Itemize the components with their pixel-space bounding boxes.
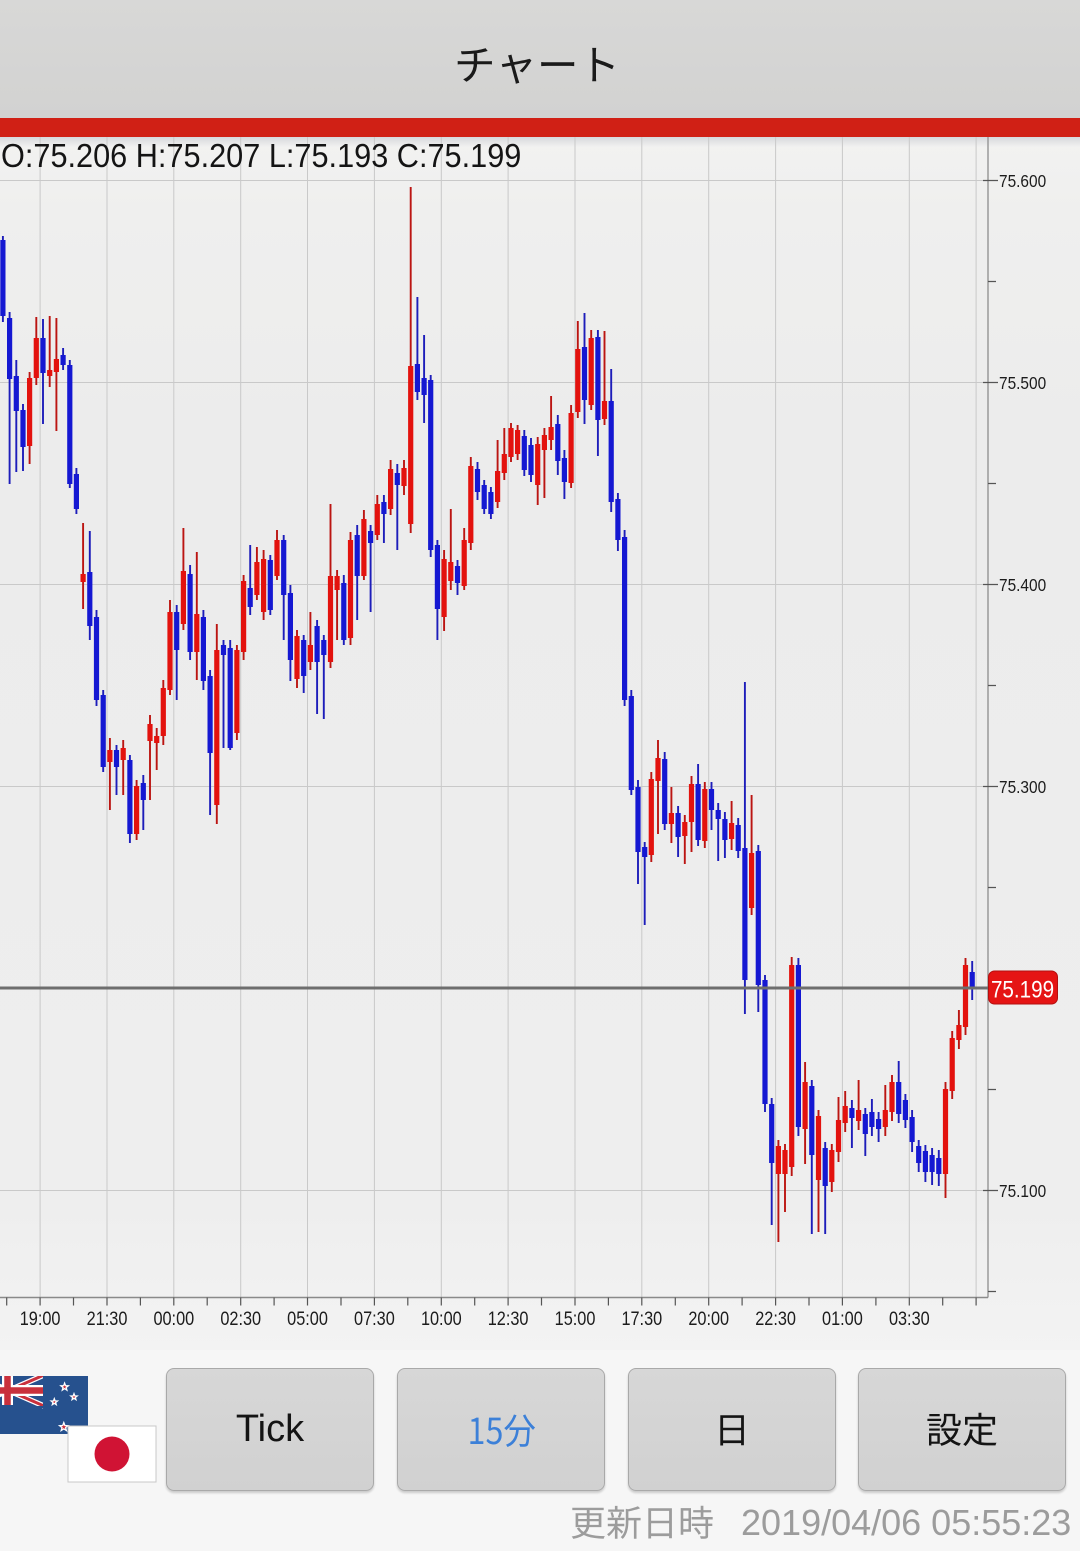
- svg-text:19:00: 19:00: [20, 1308, 61, 1329]
- svg-text:15:00: 15:00: [555, 1308, 596, 1329]
- svg-text:02:30: 02:30: [220, 1308, 261, 1329]
- svg-text:2019/04/06 05:55:23: 2019/04/06 05:55:23: [741, 1502, 1071, 1543]
- svg-text:75.199: 75.199: [991, 976, 1054, 1003]
- svg-text:12:30: 12:30: [488, 1308, 529, 1329]
- svg-text:07:30: 07:30: [354, 1308, 395, 1329]
- svg-text:O:75.206 H:75.207 L:75.193 C:7: O:75.206 H:75.207 L:75.193 C:75.199: [1, 137, 521, 174]
- svg-text:75.400: 75.400: [999, 575, 1046, 595]
- svg-text:22:30: 22:30: [755, 1308, 796, 1329]
- svg-text:75.300: 75.300: [999, 777, 1046, 797]
- svg-text:03:30: 03:30: [889, 1308, 930, 1329]
- svg-text:75.500: 75.500: [999, 373, 1046, 393]
- svg-text:75.100: 75.100: [999, 1181, 1046, 1201]
- svg-text:10:00: 10:00: [421, 1308, 462, 1329]
- svg-text:17:30: 17:30: [621, 1308, 662, 1329]
- svg-text:01:00: 01:00: [822, 1308, 863, 1329]
- svg-text:05:00: 05:00: [287, 1308, 328, 1329]
- svg-text:00:00: 00:00: [153, 1308, 194, 1329]
- svg-text:21:30: 21:30: [87, 1308, 128, 1329]
- svg-text:20:00: 20:00: [688, 1308, 729, 1329]
- svg-text:75.600: 75.600: [999, 171, 1046, 191]
